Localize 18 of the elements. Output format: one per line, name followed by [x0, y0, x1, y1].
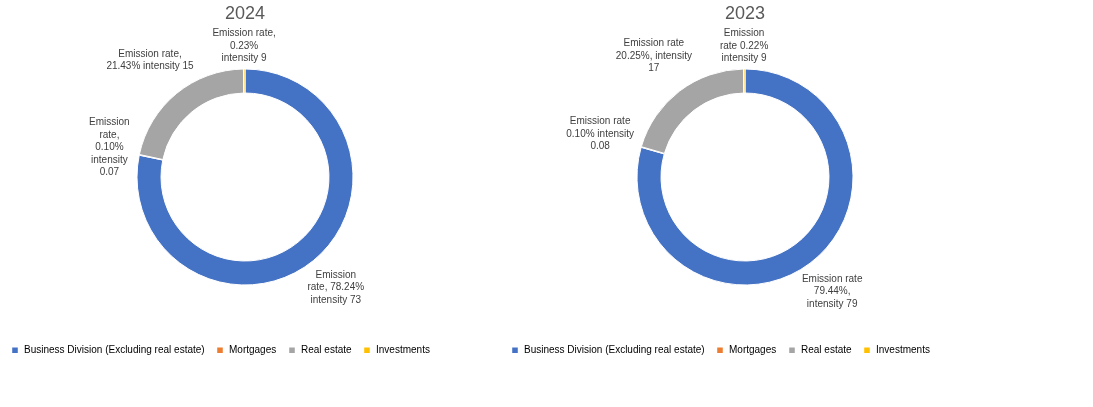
data-label: Emission rate, 78.24% intensity 73	[307, 268, 365, 305]
data-label: Emission rate, 21.43% intensity 15	[106, 47, 195, 72]
legend-label: Real estate	[301, 344, 353, 356]
chart-title: 2024	[224, 3, 266, 23]
legend-label: Real estate	[801, 344, 853, 356]
legend-label: Investments	[876, 344, 930, 356]
legend-label: Mortgages	[229, 344, 277, 356]
data-label: Emission rate, 0.23% intensity 9	[212, 27, 276, 64]
legend-label: Business Division (Excluding real estate)	[524, 344, 705, 356]
data-label: Emission rate 0.10% intensity 0.08	[566, 115, 635, 152]
data-label: Emission rate 20.25%, intensity 17	[615, 37, 692, 74]
legend-label: Investments	[376, 344, 430, 356]
chart-title: 2023	[724, 3, 766, 23]
data-label: Emission rate, 0.10% intensity 0.07	[89, 116, 130, 178]
legend-label: Mortgages	[729, 344, 777, 356]
data-label: Emission rate 79.44%, intensity 79	[801, 272, 863, 309]
legend-label: Business Division (Excluding real estate)	[24, 344, 205, 356]
data-label: Emission rate 0.22% intensity 9	[719, 27, 769, 64]
